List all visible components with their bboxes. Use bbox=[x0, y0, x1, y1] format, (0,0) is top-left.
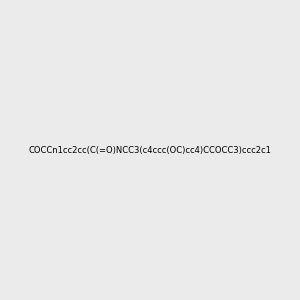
Text: COCCn1cc2cc(C(=O)NCC3(c4ccc(OC)cc4)CCOCC3)ccc2c1: COCCn1cc2cc(C(=O)NCC3(c4ccc(OC)cc4)CCOCC… bbox=[28, 146, 272, 154]
